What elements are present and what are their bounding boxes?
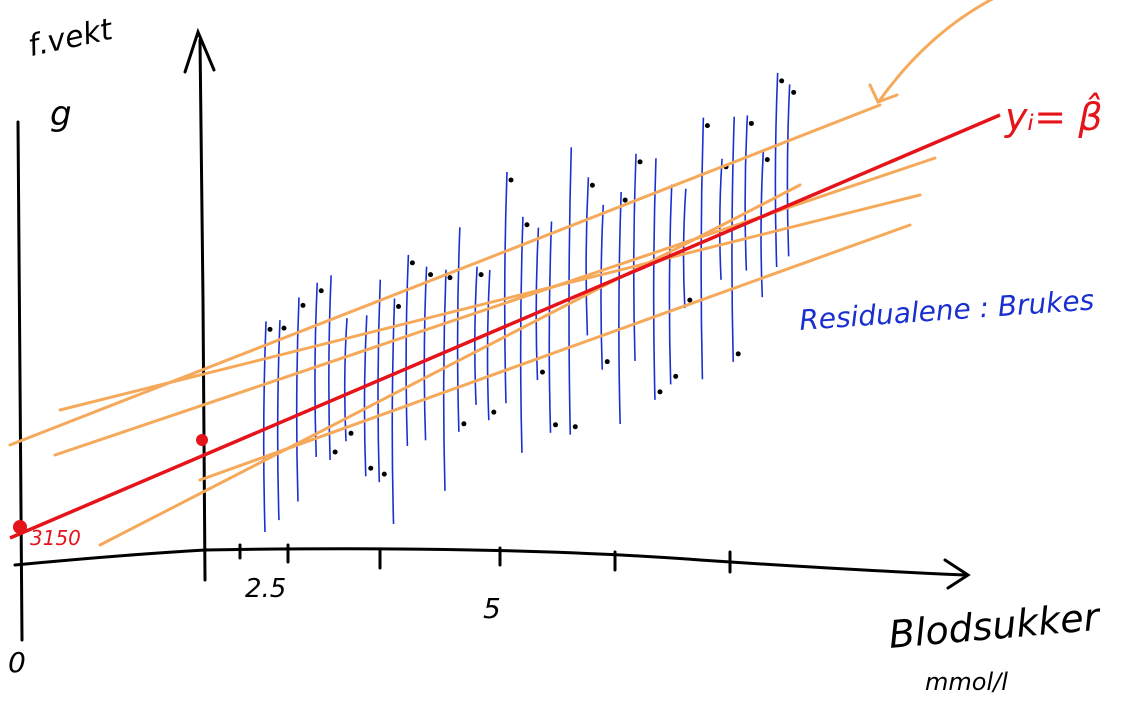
data-point	[791, 89, 797, 95]
residual-line	[652, 158, 657, 400]
residual-line	[343, 318, 348, 442]
data-point	[491, 409, 497, 415]
model-label: yᵢ= β̂	[1004, 93, 1102, 139]
data-point	[657, 389, 663, 395]
fit-line	[53, 156, 937, 457]
data-point	[622, 197, 628, 203]
residual-line	[405, 254, 410, 446]
residual-line	[568, 147, 573, 435]
residual-line	[668, 184, 673, 385]
residual-line	[774, 72, 779, 267]
data-point	[396, 303, 402, 309]
data-point	[332, 449, 338, 455]
x-unit: mmol/l	[925, 668, 1008, 696]
origin-label: 0	[8, 646, 26, 679]
residual-line	[760, 151, 765, 298]
fit-line	[98, 183, 802, 547]
left-axis	[16, 120, 24, 642]
data-point	[524, 222, 530, 228]
residual-line	[786, 84, 791, 257]
tick-label: 5	[483, 592, 501, 625]
data-point	[673, 373, 679, 379]
residual-line	[535, 227, 540, 381]
data-point	[381, 471, 387, 477]
data-point	[764, 157, 770, 163]
regression-line	[9, 113, 1001, 540]
x-ticks	[238, 543, 732, 574]
data-point	[637, 159, 643, 165]
data-point	[779, 78, 785, 84]
data-point	[348, 430, 354, 436]
data-point	[428, 272, 434, 278]
residual-line	[503, 171, 508, 404]
residual-line	[548, 221, 553, 433]
residual-line	[731, 116, 736, 362]
data-point	[572, 424, 578, 430]
intercept-label: 3150	[30, 526, 81, 550]
tick-label: 2.5	[245, 574, 286, 604]
residuals	[262, 72, 797, 533]
data-point	[461, 421, 467, 427]
residual-line	[295, 297, 300, 502]
data-point	[508, 177, 514, 183]
x-axis-label: Blodsukker	[887, 595, 1103, 657]
residual-line	[474, 266, 478, 405]
data-point	[318, 288, 324, 294]
fit-line	[8, 103, 882, 447]
intercept-dot	[13, 520, 27, 534]
data-point	[735, 351, 741, 357]
residual-line	[363, 315, 368, 477]
data-point	[281, 325, 287, 331]
fit-line	[58, 193, 922, 412]
data-point	[687, 297, 693, 303]
y-unit: g	[50, 94, 72, 134]
residual-line	[744, 115, 749, 271]
data-point	[409, 260, 415, 266]
data-point	[267, 326, 273, 332]
data-point	[300, 302, 306, 308]
data-point	[748, 120, 754, 126]
data-point	[368, 465, 374, 471]
fit-line	[198, 223, 912, 482]
y-axis	[183, 27, 216, 582]
data-point	[478, 272, 484, 278]
arrow	[868, 0, 994, 104]
x-axis	[13, 547, 971, 590]
residuals-label: Residualene : Brukes	[798, 283, 1095, 337]
y-axis-label: f.vekt	[25, 12, 117, 64]
data-point	[539, 369, 545, 375]
residual-line	[519, 216, 524, 453]
data-point	[704, 123, 710, 129]
data-point	[447, 275, 453, 281]
residual-line	[618, 192, 622, 424]
residual-line	[442, 269, 447, 491]
residual-line	[456, 227, 461, 432]
residual-line	[314, 282, 319, 457]
residual-line	[262, 321, 267, 533]
data-point	[589, 182, 595, 188]
residual-line	[585, 177, 590, 336]
data-point	[553, 422, 559, 428]
point-dot	[196, 434, 208, 446]
residual-line	[632, 153, 637, 361]
residual-line	[718, 158, 723, 280]
data-point	[604, 359, 610, 365]
residual-line	[423, 266, 428, 441]
residual-line	[276, 320, 281, 521]
residual-line	[328, 275, 332, 460]
